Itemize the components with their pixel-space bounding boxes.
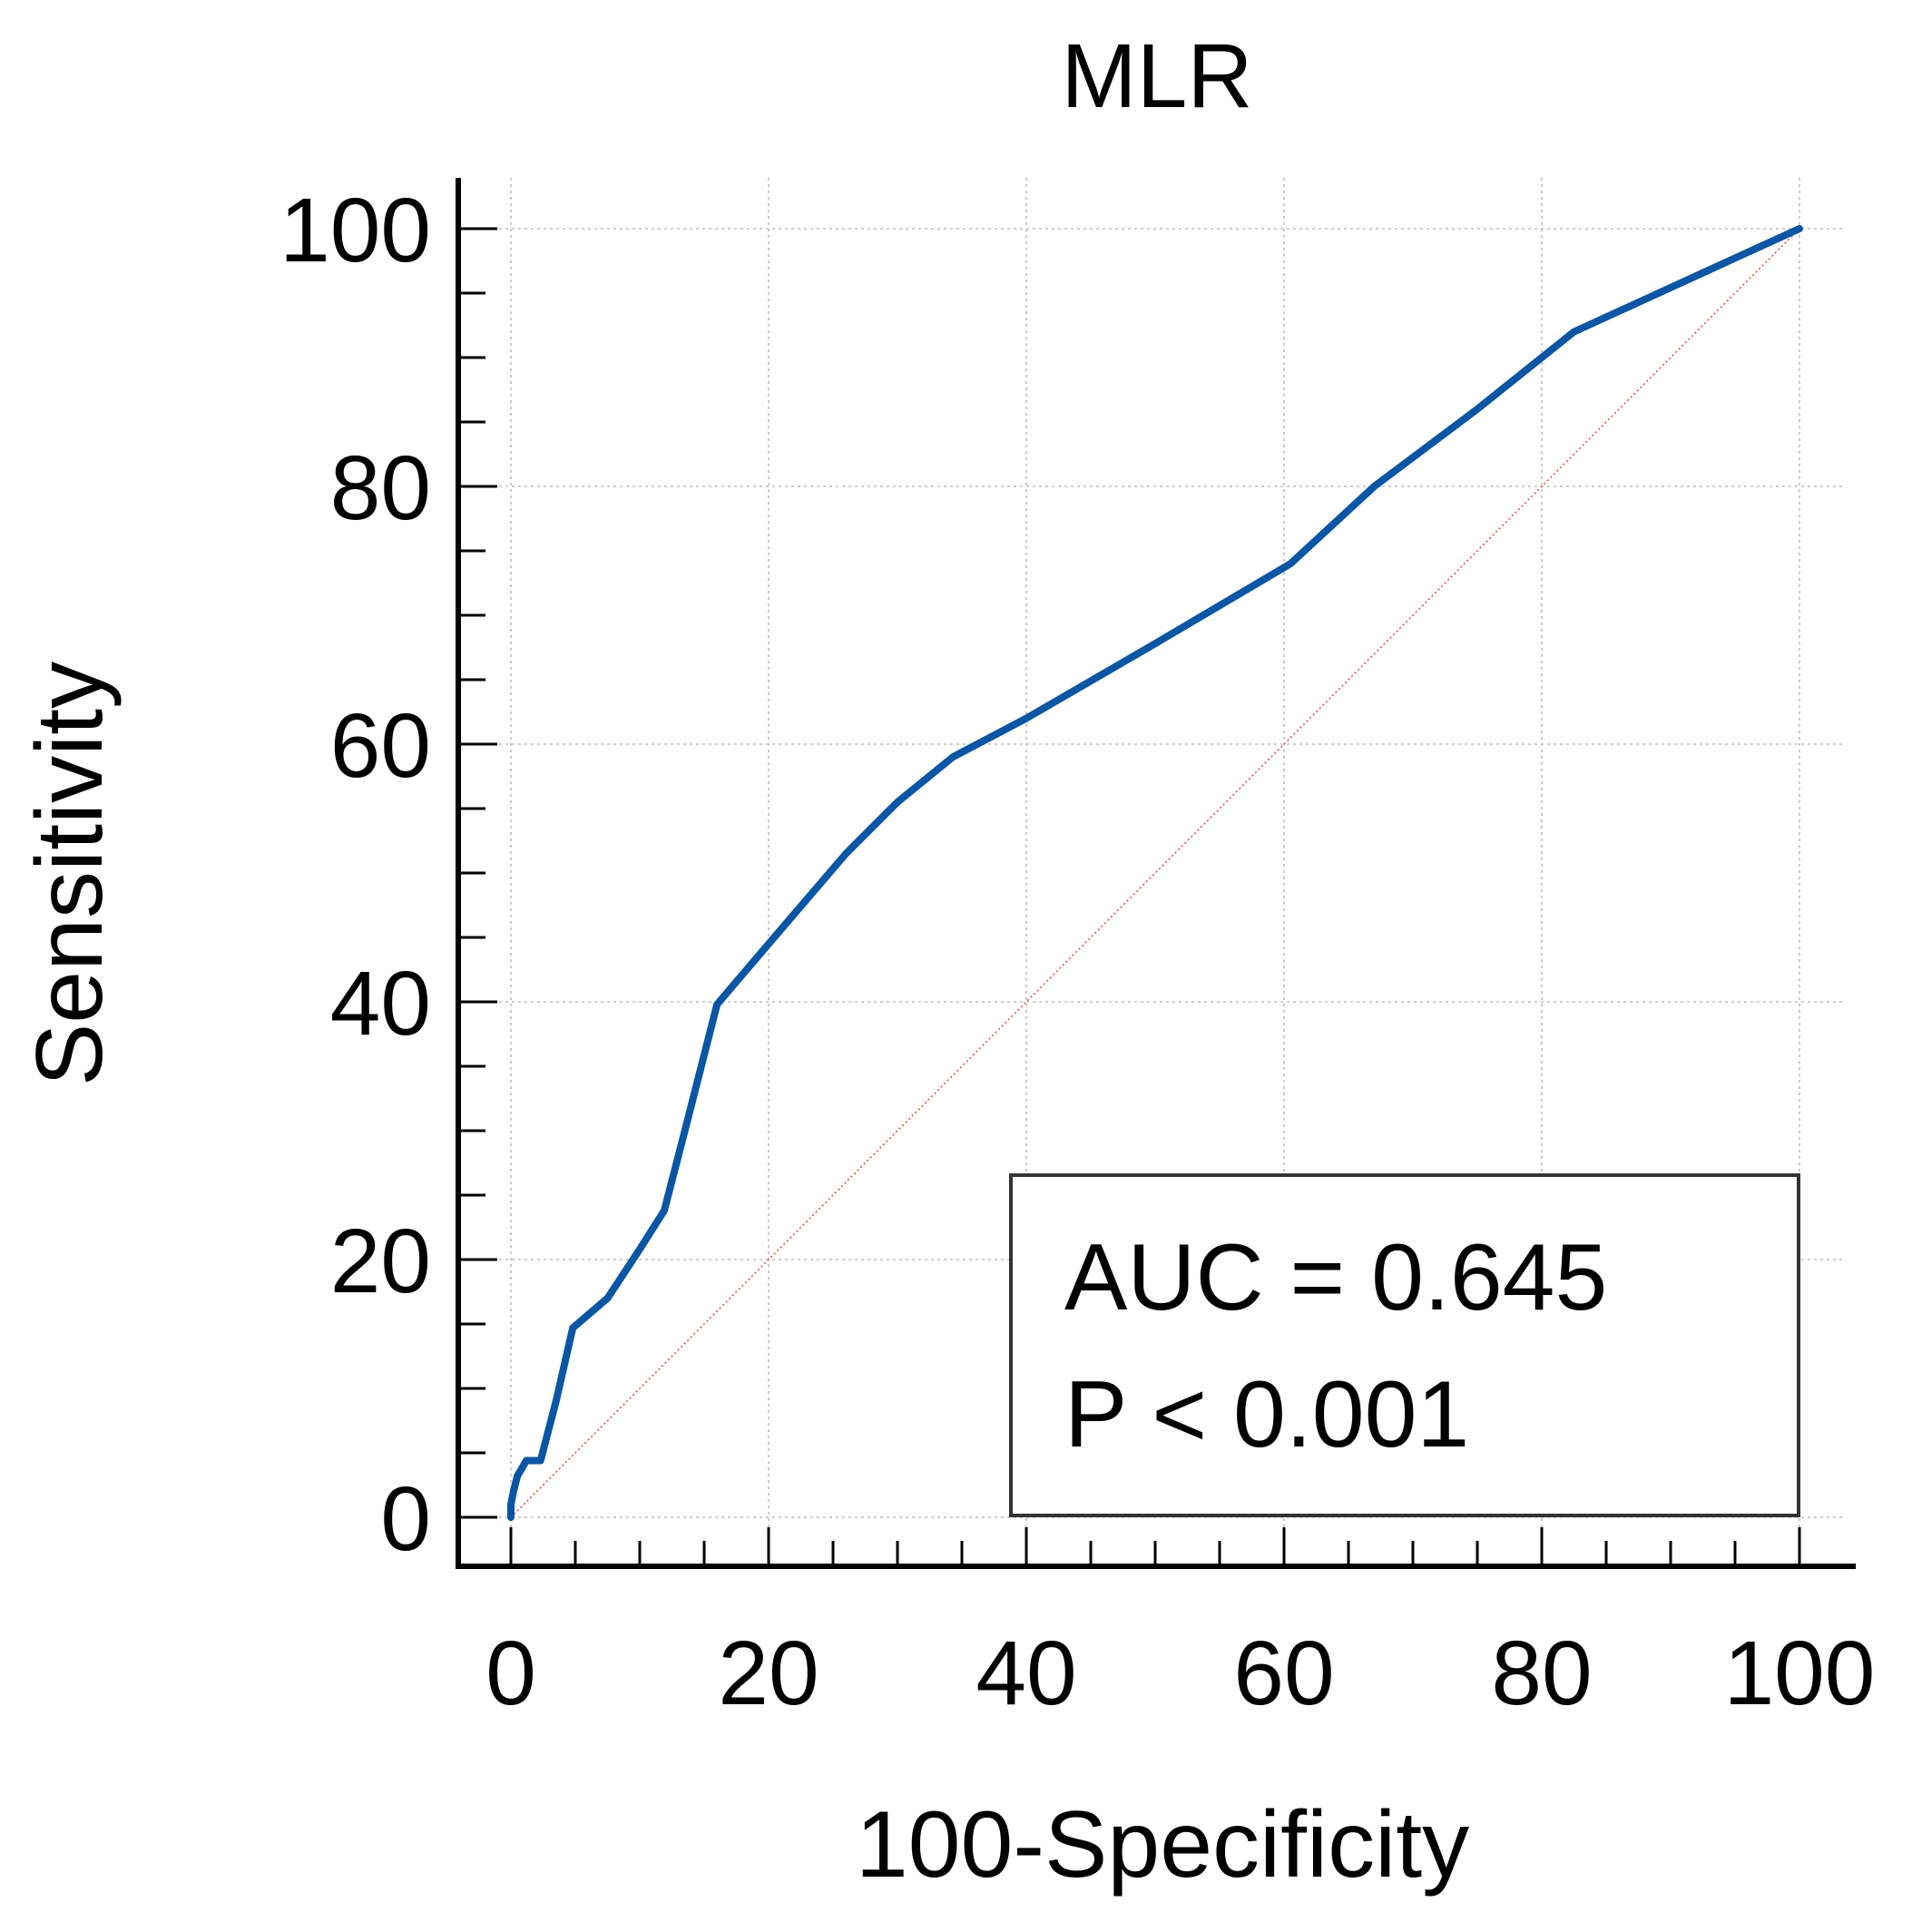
x-axis-title: 100-Specificity	[856, 1792, 1469, 1898]
y-tick-label: 20	[330, 1211, 431, 1312]
x-tick-label: 20	[718, 1623, 819, 1724]
y-tick-label: 60	[330, 695, 431, 797]
x-tick-label: 80	[1491, 1623, 1592, 1724]
y-tick-label: 0	[380, 1468, 431, 1570]
tick-labels: 0 20 40 60 80 100 0 20 40 60 80 100	[279, 180, 1875, 1724]
x-tick-label: 100	[1724, 1623, 1876, 1724]
x-tick-label: 40	[976, 1623, 1076, 1724]
x-tick-label: 60	[1233, 1623, 1334, 1724]
legend-frame	[1009, 1173, 1800, 1517]
y-tick-label: 100	[279, 180, 431, 281]
p-value-annotation: P < 0.001	[1064, 1362, 1469, 1467]
auc-annotation: AUC = 0.645	[1064, 1225, 1607, 1330]
axis-ticks	[458, 227, 1801, 1566]
legend-box: AUC = 0.645 P < 0.001	[1009, 1173, 1800, 1517]
chart-title: MLR	[1061, 25, 1252, 127]
x-tick-label: 0	[485, 1623, 536, 1724]
roc-curve	[507, 225, 1803, 1521]
y-tick-label: 40	[330, 953, 431, 1054]
y-axis-title: Sensitivity	[17, 662, 123, 1086]
y-tick-label: 80	[330, 437, 431, 539]
